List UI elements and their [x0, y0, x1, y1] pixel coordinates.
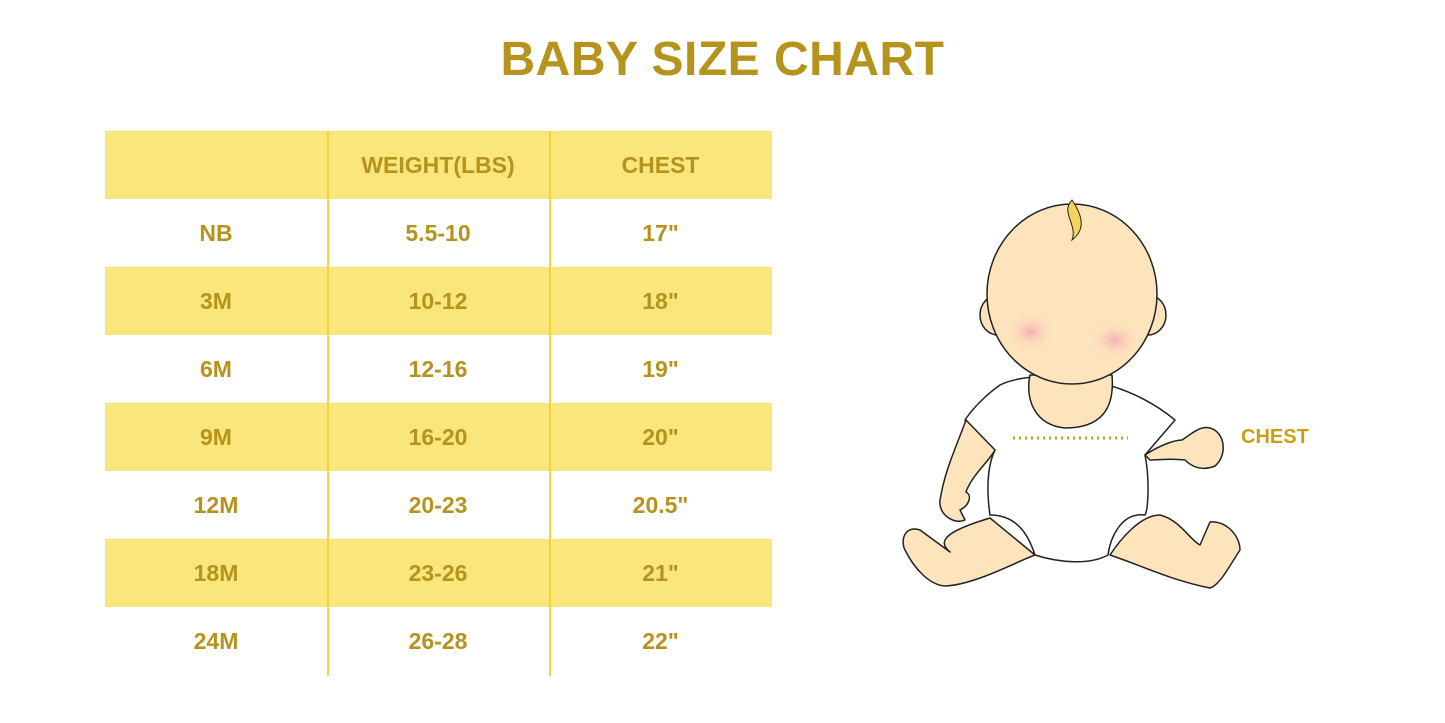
chest-cell: 20" — [642, 423, 679, 450]
chest-cell: 17" — [642, 219, 679, 246]
size-cell: 6M — [200, 355, 232, 382]
chest-cell: 18" — [642, 287, 679, 314]
weight-cell: 23-26 — [408, 559, 468, 586]
table-row: 3M 10-12 18" — [105, 267, 772, 335]
table-row: 6M 12-16 19" — [105, 335, 772, 403]
neck — [1028, 374, 1114, 429]
column-divider — [327, 131, 329, 676]
size-cell: 12M — [193, 491, 239, 518]
right-leg — [1109, 514, 1241, 589]
table-row: 9M 16-20 20" — [105, 403, 772, 471]
right-cheek — [1089, 320, 1141, 360]
column-divider — [549, 131, 551, 676]
size-cell: 24M — [193, 627, 239, 654]
size-cell: 9M — [200, 423, 232, 450]
table-row: 18M 23-26 21" — [105, 539, 772, 607]
table-row: 24M 26-28 22" — [105, 607, 772, 675]
left-cheek — [1004, 312, 1056, 352]
weight-cell: 10-12 — [408, 287, 468, 314]
weight-cell: 16-20 — [408, 423, 468, 450]
onesie — [964, 375, 1176, 563]
weight-cell: 5.5-10 — [405, 219, 471, 246]
chest-cell: 20.5" — [632, 491, 689, 518]
weight-cell: 20-23 — [408, 491, 468, 518]
chest-label: CHEST — [1241, 426, 1309, 448]
page-title: BABY SIZE CHART — [500, 33, 945, 86]
header-chest: CHEST — [621, 151, 700, 178]
header-weight: WEIGHT(LBS) — [361, 151, 515, 178]
size-cell: NB — [199, 219, 233, 246]
head — [986, 203, 1158, 385]
chest-cell: 22" — [642, 627, 679, 654]
table-row: NB 5.5-10 17" — [105, 199, 772, 267]
size-cell: 3M — [200, 287, 232, 314]
size-table: WEIGHT(LBS) CHEST NB 5.5-10 17" 3M 10-12… — [105, 131, 772, 675]
left-leg — [902, 517, 1036, 587]
size-cell: 18M — [193, 559, 239, 586]
right-arm — [1144, 426, 1224, 470]
hair-curl — [1067, 199, 1082, 242]
table-header-row: WEIGHT(LBS) CHEST — [105, 131, 772, 199]
chest-cell: 21" — [642, 559, 679, 586]
weight-cell: 26-28 — [408, 627, 468, 654]
chest-cell: 19" — [642, 355, 679, 382]
weight-cell: 12-16 — [408, 355, 468, 382]
left-arm — [939, 419, 996, 522]
table-row: 12M 20-23 20.5" — [105, 471, 772, 539]
